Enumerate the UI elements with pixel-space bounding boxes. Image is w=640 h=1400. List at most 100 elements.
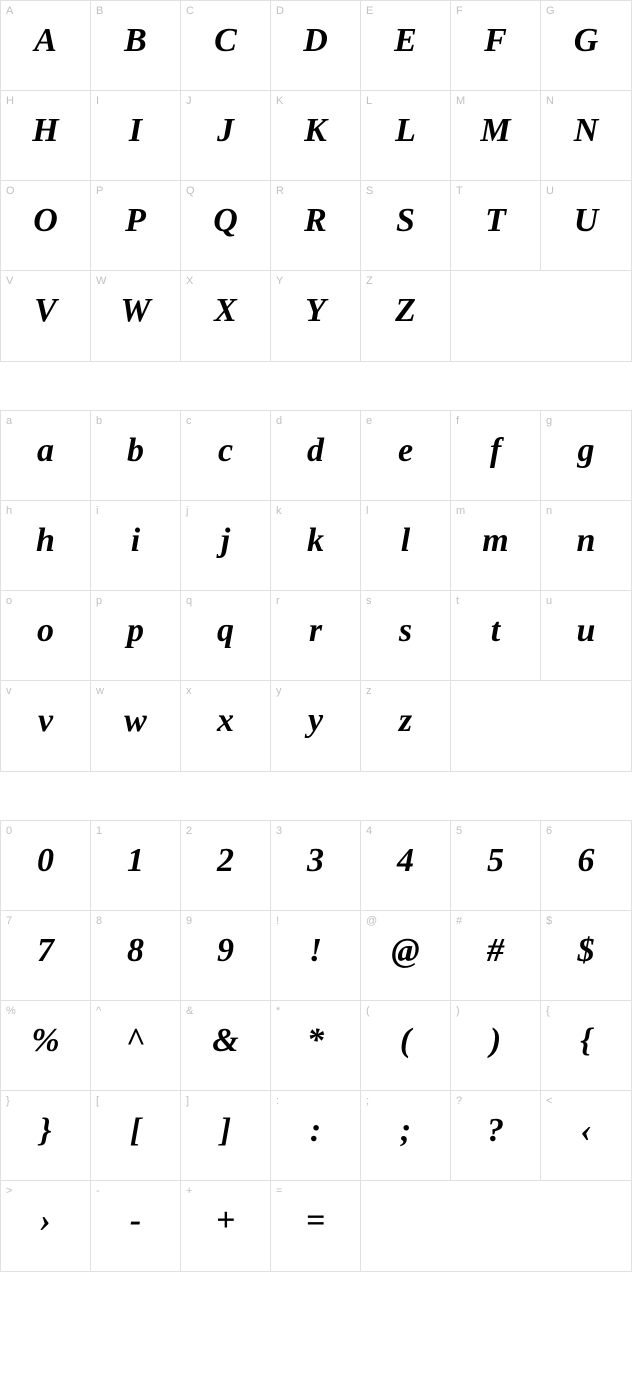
cell-tag: [ <box>96 1095 99 1107</box>
cell-glyph: 5 <box>487 844 504 888</box>
glyph-cell: ii <box>91 501 181 591</box>
cell-tag: s <box>366 595 372 607</box>
cell-tag: y <box>276 685 282 697</box>
glyph-cell: BB <box>91 1 181 91</box>
glyph-cell: pp <box>91 591 181 681</box>
glyph-cell: ^^ <box>91 1001 181 1091</box>
glyph-cell: bb <box>91 411 181 501</box>
cell-glyph: ) <box>490 1024 501 1068</box>
cell-glyph: Y <box>305 294 326 338</box>
cell-glyph: l <box>401 524 410 568</box>
cell-glyph: X <box>214 294 237 338</box>
glyph-cell: SS <box>361 181 451 271</box>
glyph-cell: ss <box>361 591 451 681</box>
cell-glyph: u <box>577 614 596 658</box>
cell-glyph: 6 <box>578 844 595 888</box>
cell-glyph: - <box>130 1204 141 1248</box>
cell-glyph: q <box>217 614 234 658</box>
cell-glyph: n <box>577 524 596 568</box>
cell-glyph: i <box>131 524 140 568</box>
glyph-cell: rr <box>271 591 361 681</box>
cell-glyph: 3 <box>307 844 324 888</box>
cell-tag: 3 <box>276 825 282 837</box>
cell-tag: V <box>6 275 13 287</box>
cell-tag: g <box>546 415 552 427</box>
glyph-cell: NN <box>541 91 631 181</box>
glyph-cell: @@ <box>361 911 451 1001</box>
glyph-cell: 55 <box>451 821 541 911</box>
cell-tag: % <box>6 1005 16 1017</box>
cell-glyph: y <box>308 704 323 748</box>
glyph-cell: ZZ <box>361 271 451 361</box>
cell-tag: ? <box>456 1095 462 1107</box>
glyph-cell: qq <box>181 591 271 681</box>
cell-tag: W <box>96 275 106 287</box>
cell-tag: : <box>276 1095 279 1107</box>
cell-glyph: 1 <box>127 844 144 888</box>
glyph-cell: AA <box>1 1 91 91</box>
cell-tag: 4 <box>366 825 372 837</box>
glyph-cell: PP <box>91 181 181 271</box>
glyph-cell: kk <box>271 501 361 591</box>
cell-tag: R <box>276 185 284 197</box>
cell-tag: u <box>546 595 552 607</box>
cell-tag: L <box>366 95 372 107</box>
glyph-cell: dd <box>271 411 361 501</box>
glyph-cell: 77 <box>1 911 91 1001</box>
cell-glyph: 0 <box>37 844 54 888</box>
glyph-cell: %% <box>1 1001 91 1091</box>
cell-glyph: O <box>33 204 58 248</box>
cell-glyph: # <box>487 934 504 978</box>
glyph-cell: TT <box>451 181 541 271</box>
cell-tag: t <box>456 595 459 607</box>
cell-tag: e <box>366 415 372 427</box>
cell-tag: T <box>456 185 463 197</box>
glyph-cell: ** <box>271 1001 361 1091</box>
cell-tag: P <box>96 185 103 197</box>
cell-tag: C <box>186 5 194 17</box>
glyph-cell: == <box>271 1181 361 1271</box>
glyph-cell: 33 <box>271 821 361 911</box>
cell-glyph: [ <box>130 1114 141 1158</box>
cell-glyph: g <box>578 434 595 478</box>
glyph-cell: oo <box>1 591 91 681</box>
glyph-cell: )) <box>451 1001 541 1091</box>
glyph-cell: ee <box>361 411 451 501</box>
glyph-cell: hh <box>1 501 91 591</box>
cell-glyph: E <box>394 24 417 68</box>
cell-tag: { <box>546 1005 550 1017</box>
cell-glyph: c <box>218 434 233 478</box>
cell-tag: r <box>276 595 280 607</box>
cell-tag: f <box>456 415 459 427</box>
glyph-cell: RR <box>271 181 361 271</box>
cell-glyph: ‹ <box>580 1114 591 1158</box>
section-uppercase: AABBCCDDEEFFGGHHIIJJKKLLMMNNOOPPQQRRSSTT… <box>0 0 632 362</box>
cell-glyph: * <box>307 1024 324 1068</box>
cell-glyph: z <box>399 704 412 748</box>
glyph-cell: 11 <box>91 821 181 911</box>
glyph-cell: jj <box>181 501 271 591</box>
cell-glyph: S <box>396 204 415 248</box>
cell-glyph: m <box>482 524 508 568</box>
glyph-cell: [[ <box>91 1091 181 1181</box>
cell-glyph: ( <box>400 1024 411 1068</box>
cell-tag: M <box>456 95 465 107</box>
cell-tag: I <box>96 95 99 107</box>
cell-tag: B <box>96 5 103 17</box>
glyph-chart: AABBCCDDEEFFGGHHIIJJKKLLMMNNOOPPQQRRSSTT… <box>0 0 640 1272</box>
cell-tag: S <box>366 185 373 197</box>
glyph-cell: 88 <box>91 911 181 1001</box>
glyph-cell: vv <box>1 681 91 771</box>
cell-glyph: L <box>395 114 416 158</box>
cell-tag: & <box>186 1005 193 1017</box>
glyph-cell: }} <box>1 1091 91 1181</box>
cell-tag: D <box>276 5 284 17</box>
glyph-cell: EE <box>361 1 451 91</box>
glyph-cell: !! <box>271 911 361 1001</box>
glyph-cell: tt <box>451 591 541 681</box>
cell-tag: Z <box>366 275 373 287</box>
cell-glyph: ? <box>487 1114 504 1158</box>
cell-glyph: 2 <box>217 844 234 888</box>
cell-tag: m <box>456 505 465 517</box>
cell-glyph: } <box>40 1114 52 1158</box>
